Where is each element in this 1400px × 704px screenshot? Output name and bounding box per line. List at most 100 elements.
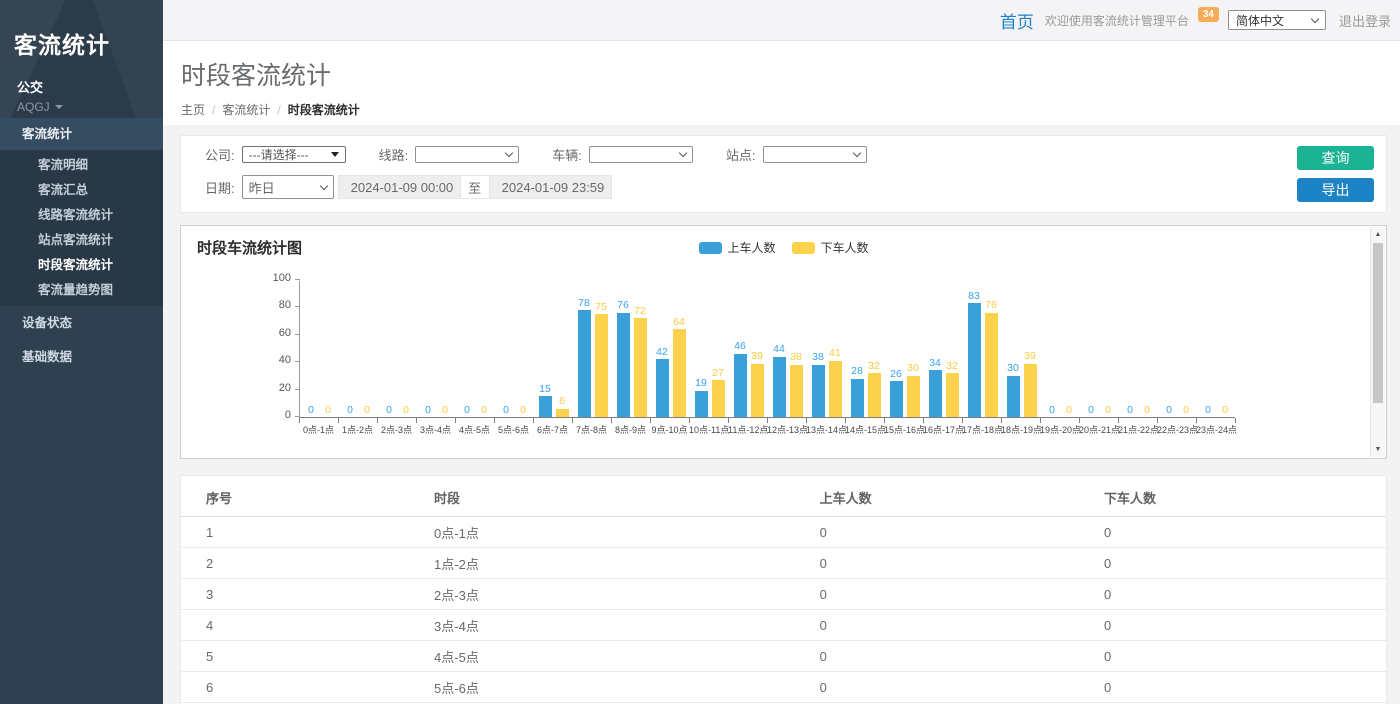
x-axis-label: 6点-7点	[533, 423, 572, 436]
table-cell: 0	[820, 672, 1104, 703]
export-button[interactable]: 导出	[1297, 178, 1374, 202]
bar	[812, 365, 825, 417]
table-cell: 4	[181, 610, 434, 641]
station-select[interactable]	[763, 146, 867, 163]
x-axis-label: 7点-8点	[572, 423, 611, 436]
x-axis-labels: 0点-1点1点-2点2点-3点3点-4点4点-5点5点-6点6点-7点7点-8点…	[299, 423, 1235, 436]
sidebar-subitem[interactable]: 客流量趋势图	[0, 278, 163, 303]
legend-label: 上车人数	[727, 239, 775, 256]
query-button[interactable]: 查询	[1297, 146, 1374, 170]
bar-boarding: 0	[500, 405, 513, 418]
bar-boarding: 19	[695, 378, 708, 417]
legend-label: 下车人数	[821, 239, 869, 256]
language-select[interactable]: 简体中文	[1228, 10, 1326, 30]
sidebar-subitem[interactable]: 线路客流统计	[0, 203, 163, 228]
bar-value-label: 0	[1127, 405, 1133, 416]
bar-value-label: 42	[656, 347, 668, 358]
chart-scrollbar[interactable]: ▲ ▼	[1370, 227, 1385, 457]
bar	[578, 310, 591, 417]
chevron-down-icon	[852, 149, 860, 157]
bar	[734, 354, 747, 417]
y-axis-tick-label: 40	[279, 355, 291, 366]
bar-boarding: 0	[422, 405, 435, 418]
date-preset-select[interactable]: 昨日	[242, 175, 334, 199]
sidebar-item-device-status[interactable]: 设备状态	[0, 306, 163, 340]
bar-value-label: 0	[481, 405, 487, 416]
sidebar-item-passenger-stats[interactable]: 客流统计	[0, 118, 163, 150]
y-axis-tick	[295, 279, 300, 280]
sidebar-subitem[interactable]: 站点客流统计	[0, 228, 163, 253]
chart-bar-group: 3039	[1002, 281, 1041, 417]
bar-value-label: 39	[1024, 351, 1036, 362]
table-row: 10点-1点00	[181, 517, 1386, 548]
sidebar-item-base-data[interactable]: 基础数据	[0, 340, 163, 374]
company-select[interactable]: ---请选择---	[242, 146, 346, 163]
bar-alighting: 38	[790, 352, 803, 417]
org-code-dropdown[interactable]: AQGJ	[17, 100, 163, 114]
bar-boarding: 0	[1163, 405, 1176, 418]
bar-alighting: 75	[595, 302, 608, 417]
y-axis-tick-label: 100	[273, 273, 291, 284]
bar-value-label: 0	[325, 405, 331, 416]
bar	[890, 381, 903, 417]
y-axis-tick-label: 80	[279, 300, 291, 311]
bar-value-label: 0	[442, 405, 448, 416]
bar-alighting: 39	[751, 351, 764, 417]
table-cell: 0	[820, 610, 1104, 641]
bar-value-label: 64	[673, 317, 685, 328]
bar	[695, 391, 708, 417]
bar-alighting: 76	[985, 300, 998, 417]
bar-value-label: 0	[1205, 405, 1211, 416]
x-axis-label: 8点-9点	[611, 423, 650, 436]
topbar: 首页 欢迎使用客流统计管理平台 34 简体中文 退出登录	[163, 0, 1400, 41]
sidebar-subitem[interactable]: 客流明细	[0, 153, 163, 178]
bar	[751, 364, 764, 417]
chart-bar-group: 4639	[729, 281, 768, 417]
column-header: 序号	[181, 478, 434, 517]
y-axis-tick-label: 20	[279, 383, 291, 394]
bar-value-label: 0	[1222, 405, 1228, 416]
bar-value-label: 0	[347, 405, 353, 416]
chart-bar-group: 00	[1119, 281, 1158, 417]
table-cell: 0	[820, 548, 1104, 579]
legend-item-alighting[interactable]: 下车人数	[792, 239, 869, 256]
table-cell: 3点-4点	[434, 610, 820, 641]
bar	[985, 313, 998, 417]
legend-item-boarding[interactable]: 上车人数	[698, 239, 775, 256]
bar-alighting: 0	[361, 405, 374, 418]
bar-boarding: 34	[929, 358, 942, 417]
notification-badge[interactable]: 34	[1198, 7, 1219, 22]
breadcrumb-home[interactable]: 主页	[181, 101, 205, 118]
date-end-input[interactable]: 2024-01-09 23:59	[489, 175, 612, 199]
chart-bar-group: 00	[339, 281, 378, 417]
home-link[interactable]: 首页	[1000, 8, 1034, 33]
sidebar-subitem[interactable]: 客流汇总	[0, 178, 163, 203]
column-header: 上车人数	[820, 478, 1104, 517]
scrollbar-thumb[interactable]	[1373, 243, 1383, 403]
app-root: 客流统计 公交 AQGJ 客流统计 客流明细客流汇总线路客流统计站点客流统计时段…	[0, 0, 1400, 704]
bar-value-label: 0	[1144, 405, 1150, 416]
bar-boarding: 46	[734, 341, 747, 417]
date-start-input[interactable]: 2024-01-09 00:00	[338, 175, 461, 199]
sidebar-subitem[interactable]: 时段客流统计	[0, 253, 163, 278]
bar-value-label: 76	[985, 300, 997, 311]
chart-bar-group: 3432	[924, 281, 963, 417]
logout-link[interactable]: 退出登录	[1339, 11, 1391, 30]
bar-value-label: 83	[968, 291, 980, 302]
x-axis-label: 9点-10点	[650, 423, 689, 436]
x-axis-label: 5点-6点	[494, 423, 533, 436]
bar-alighting: 0	[1102, 405, 1115, 418]
line-select[interactable]	[415, 146, 519, 163]
scroll-up-arrow-icon[interactable]: ▲	[1371, 227, 1385, 242]
bar-alighting: 0	[1141, 405, 1154, 418]
y-axis: 020406080100	[260, 281, 300, 417]
breadcrumb-section[interactable]: 客流统计	[222, 101, 270, 118]
vehicle-select[interactable]	[589, 146, 693, 163]
scroll-down-arrow-icon[interactable]: ▼	[1371, 442, 1385, 457]
sidebar: 客流统计 公交 AQGJ 客流统计 客流明细客流汇总线路客流统计站点客流统计时段…	[0, 0, 163, 704]
company-label: 公司:	[205, 145, 235, 164]
chart-plot: 020406080100 000000000000156787576724264…	[299, 281, 1235, 418]
page-heading: 时段客流统计 主页 / 客流统计 / 时段客流统计	[163, 41, 1400, 125]
y-axis-tick-label: 0	[285, 410, 291, 421]
bar-value-label: 6	[559, 396, 565, 407]
